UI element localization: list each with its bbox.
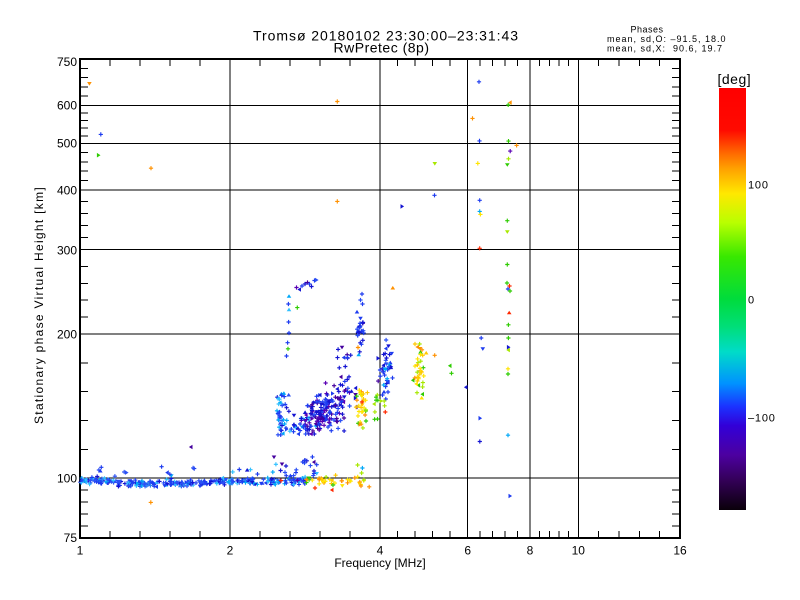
svg-text:8: 8 <box>527 544 534 558</box>
svg-text:100: 100 <box>748 180 769 192</box>
svg-text:300: 300 <box>57 244 77 258</box>
svg-text:Tromsø 20180102 23:30:00–23:31: Tromsø 20180102 23:30:00–23:31:43 <box>253 28 519 44</box>
svg-text:6: 6 <box>464 544 471 558</box>
svg-text:75: 75 <box>64 531 78 545</box>
svg-text:4: 4 <box>377 544 384 558</box>
svg-text:2: 2 <box>227 544 234 558</box>
svg-text:Frequency [MHz]: Frequency [MHz] <box>334 556 425 570</box>
svg-text:500: 500 <box>57 137 77 151</box>
svg-text:16: 16 <box>673 544 687 558</box>
svg-text:600: 600 <box>57 99 77 113</box>
svg-text:–100: –100 <box>748 413 776 425</box>
svg-text:mean, sd,O: –91.5, 18.0: mean, sd,O: –91.5, 18.0 <box>607 34 727 44</box>
svg-text:100: 100 <box>57 471 77 485</box>
svg-text:RwPretec (8p): RwPretec (8p) <box>334 40 430 56</box>
svg-text:[deg]: [deg] <box>718 71 752 87</box>
svg-text:Stationary phase Virtual Heigh: Stationary phase Virtual Height [km] <box>32 186 46 424</box>
svg-text:Phases: Phases <box>630 25 663 35</box>
svg-text:400: 400 <box>57 184 77 198</box>
svg-text:1: 1 <box>77 544 84 558</box>
svg-text:200: 200 <box>57 328 77 342</box>
svg-text:10: 10 <box>572 544 586 558</box>
svg-text:750: 750 <box>57 55 77 69</box>
svg-text:mean, sd,X: 90.6, 19.7: mean, sd,X: 90.6, 19.7 <box>607 44 723 54</box>
svg-text:0: 0 <box>748 295 754 307</box>
